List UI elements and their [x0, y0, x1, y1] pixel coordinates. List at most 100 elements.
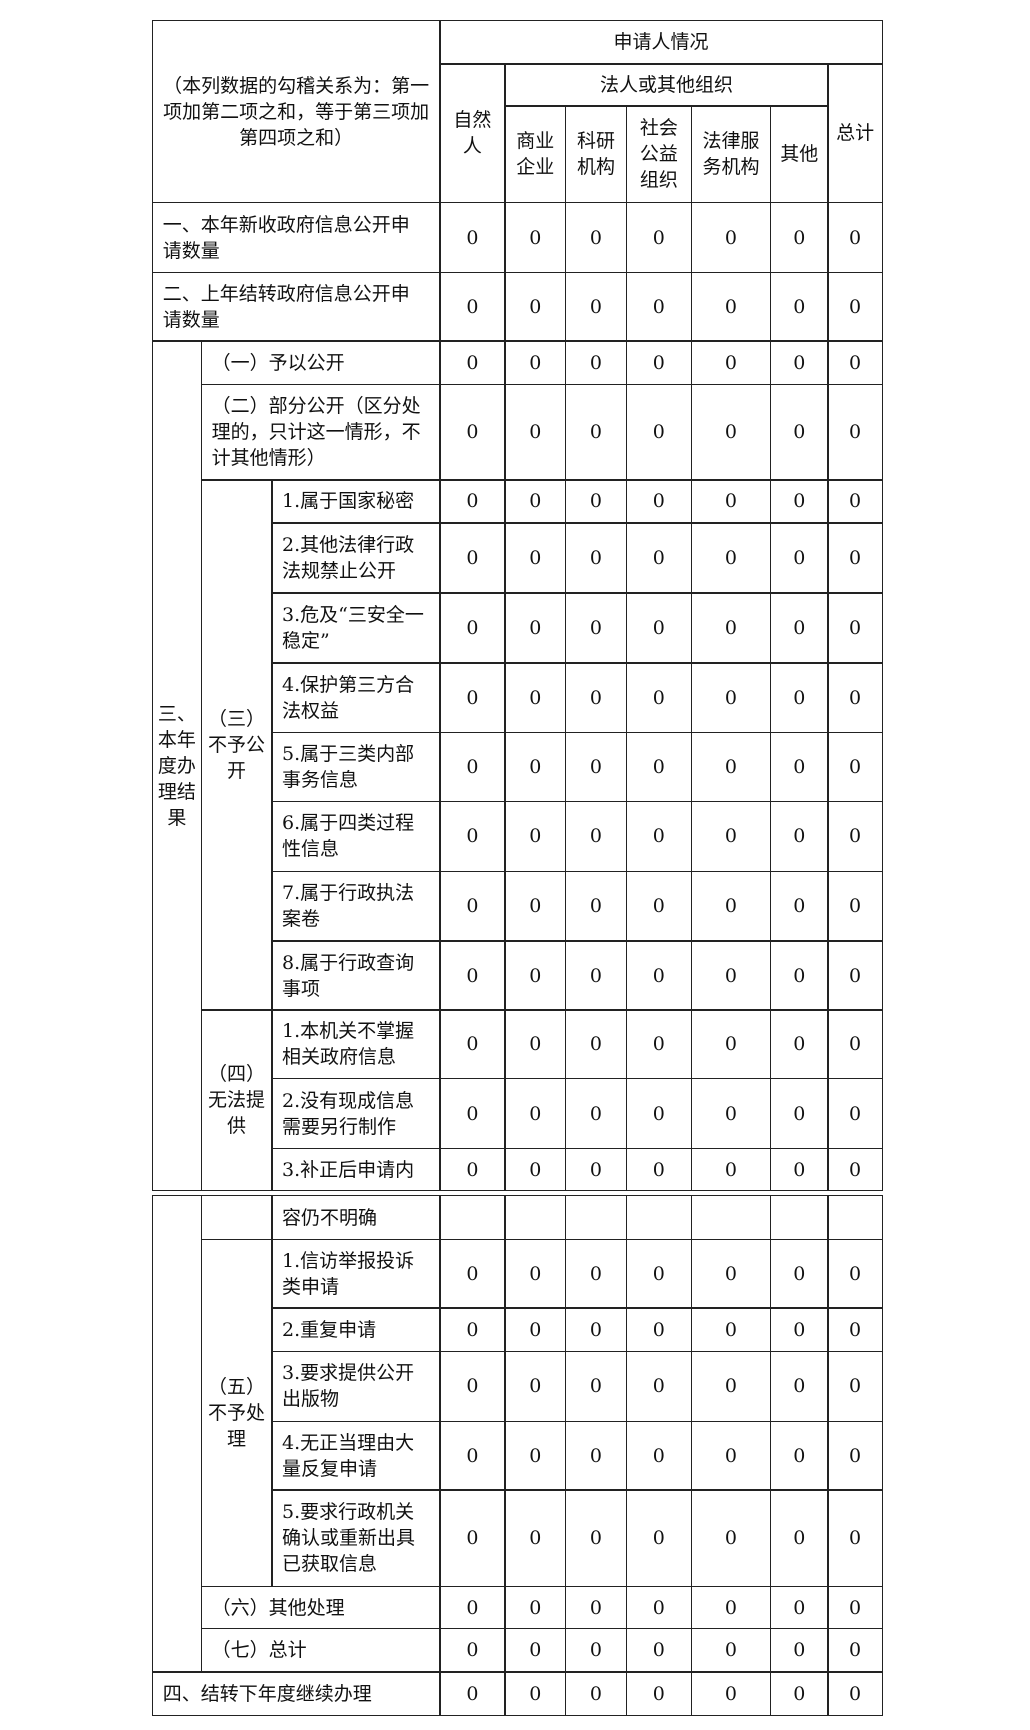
value-cell: 0	[439, 662, 506, 734]
value-cell-text: 0	[849, 895, 862, 918]
value-cell-text: 0	[652, 546, 665, 569]
value-cell-text: 0	[466, 964, 479, 987]
value-cell: 0	[827, 662, 883, 734]
group-label-text: 三、本年度办理结果	[157, 702, 196, 829]
value-cell: 0	[769, 271, 829, 342]
value-cell-text: 0	[529, 756, 542, 779]
row-label: 一、本年新收政府信息公开申请数量	[151, 201, 441, 274]
value-cell: 0	[504, 1420, 567, 1491]
row-label: （二）部分公开（区分处理的，只计这一情形，不计其他情形）	[200, 383, 441, 481]
value-cell: 0	[690, 1420, 772, 1491]
value-cell: 0	[625, 1009, 693, 1080]
value-cell: 0	[504, 592, 567, 664]
value-cell: 0	[625, 1350, 693, 1423]
value-cell: 0	[564, 1307, 628, 1353]
header-note-text: （本列数据的勾稽关系为：第一项加第二项之和，等于第三项加第四项之和）	[163, 74, 430, 149]
value-cell: 0	[439, 1077, 506, 1150]
value-cell-text: 0	[849, 1318, 862, 1341]
value-cell: 0	[564, 1350, 628, 1423]
value-cell: 0	[504, 1238, 567, 1309]
value-cell: 0	[625, 340, 693, 386]
row-label-text: 3.危及“三安全一稳定”	[282, 603, 424, 652]
value-cell: 0	[827, 1489, 883, 1588]
row-label-text: 7.属于行政执法案卷	[282, 882, 415, 931]
value-cell: 0	[504, 1147, 567, 1192]
value-cell-text: 0	[466, 1262, 479, 1285]
value-cell: 0	[504, 383, 567, 481]
value-cell-text: 0	[589, 1596, 602, 1619]
value-cell-text: 0	[849, 616, 862, 639]
value-cell-text: 0	[466, 295, 479, 318]
value-cell: 0	[827, 271, 883, 342]
value-cell: 0	[625, 731, 693, 803]
row-label: 6.属于四类过程性信息	[271, 800, 441, 873]
value-cell-text: 0	[529, 616, 542, 639]
value-cell: 0	[439, 479, 506, 524]
value-cell: 0	[439, 201, 506, 274]
row-label: 4.无正当理由大量反复申请	[271, 1420, 441, 1491]
subgroup-label: （三）不予公开	[200, 479, 273, 1011]
value-cell: 0	[504, 800, 567, 873]
value-cell: 0	[504, 731, 567, 803]
row-label: 1.本机关不掌握相关政府信息	[271, 1009, 441, 1080]
value-cell-text: 0	[849, 964, 862, 987]
value-cell-text: 0	[529, 351, 542, 374]
value-cell: 0	[769, 940, 829, 1011]
column-group-header: 法人或其他组织	[504, 63, 829, 107]
value-cell: 0	[564, 383, 628, 481]
value-cell-text: 0	[652, 421, 665, 444]
empty-cell	[504, 1195, 567, 1241]
value-cell: 0	[625, 1585, 693, 1630]
value-cell: 0	[439, 1147, 506, 1192]
value-cell: 0	[439, 870, 506, 942]
value-cell: 0	[690, 1627, 772, 1673]
value-cell: 0	[827, 1307, 883, 1353]
value-cell: 0	[504, 271, 567, 342]
value-cell-text: 0	[466, 1033, 479, 1056]
value-cell-text: 0	[793, 686, 806, 709]
value-cell: 0	[690, 479, 772, 524]
value-cell: 0	[769, 1147, 829, 1192]
value-cell-text: 0	[529, 1102, 542, 1125]
value-cell-text: 0	[849, 825, 862, 848]
value-cell: 0	[564, 479, 628, 524]
value-cell: 0	[504, 940, 567, 1011]
value-cell-text: 0	[466, 1318, 479, 1341]
value-cell: 0	[690, 1671, 772, 1716]
value-cell: 0	[827, 1238, 883, 1309]
value-cell: 0	[625, 940, 693, 1011]
value-cell-text: 0	[724, 825, 737, 848]
value-cell-text: 0	[466, 546, 479, 569]
value-cell: 0	[827, 383, 883, 481]
value-cell-text: 0	[589, 295, 602, 318]
value-cell-text: 0	[793, 226, 806, 249]
row-label: 5.要求行政机关确认或重新出具已获取信息	[271, 1489, 441, 1588]
value-cell: 0	[564, 201, 628, 274]
value-cell: 0	[769, 522, 829, 594]
value-cell-text: 0	[529, 1527, 542, 1550]
row-label-text: 4.保护第三方合法权益	[282, 673, 415, 722]
value-cell-text: 0	[652, 1158, 665, 1181]
value-cell: 0	[827, 800, 883, 873]
value-cell: 0	[564, 731, 628, 803]
value-cell-text: 0	[466, 616, 479, 639]
row-label: 1.属于国家秘密	[271, 479, 441, 524]
value-cell-text: 0	[589, 1527, 602, 1550]
row-label: （六）其他处理	[200, 1585, 441, 1630]
value-cell-text: 0	[793, 616, 806, 639]
empty-cell	[625, 1195, 693, 1241]
value-cell: 0	[564, 522, 628, 594]
value-cell: 0	[625, 1627, 693, 1673]
value-cell-text: 0	[849, 351, 862, 374]
value-cell: 0	[690, 1077, 772, 1150]
value-cell-text: 0	[849, 1639, 862, 1662]
group-label: 三、本年度办理结果	[151, 340, 203, 1192]
value-cell-text: 0	[793, 964, 806, 987]
row-label-text: 3.要求提供公开出版物	[282, 1362, 415, 1411]
value-cell: 0	[690, 1489, 772, 1588]
value-cell-text: 0	[724, 686, 737, 709]
value-cell-text: 0	[529, 226, 542, 249]
value-cell-text: 0	[793, 1102, 806, 1125]
value-cell-text: 0	[724, 1102, 737, 1125]
